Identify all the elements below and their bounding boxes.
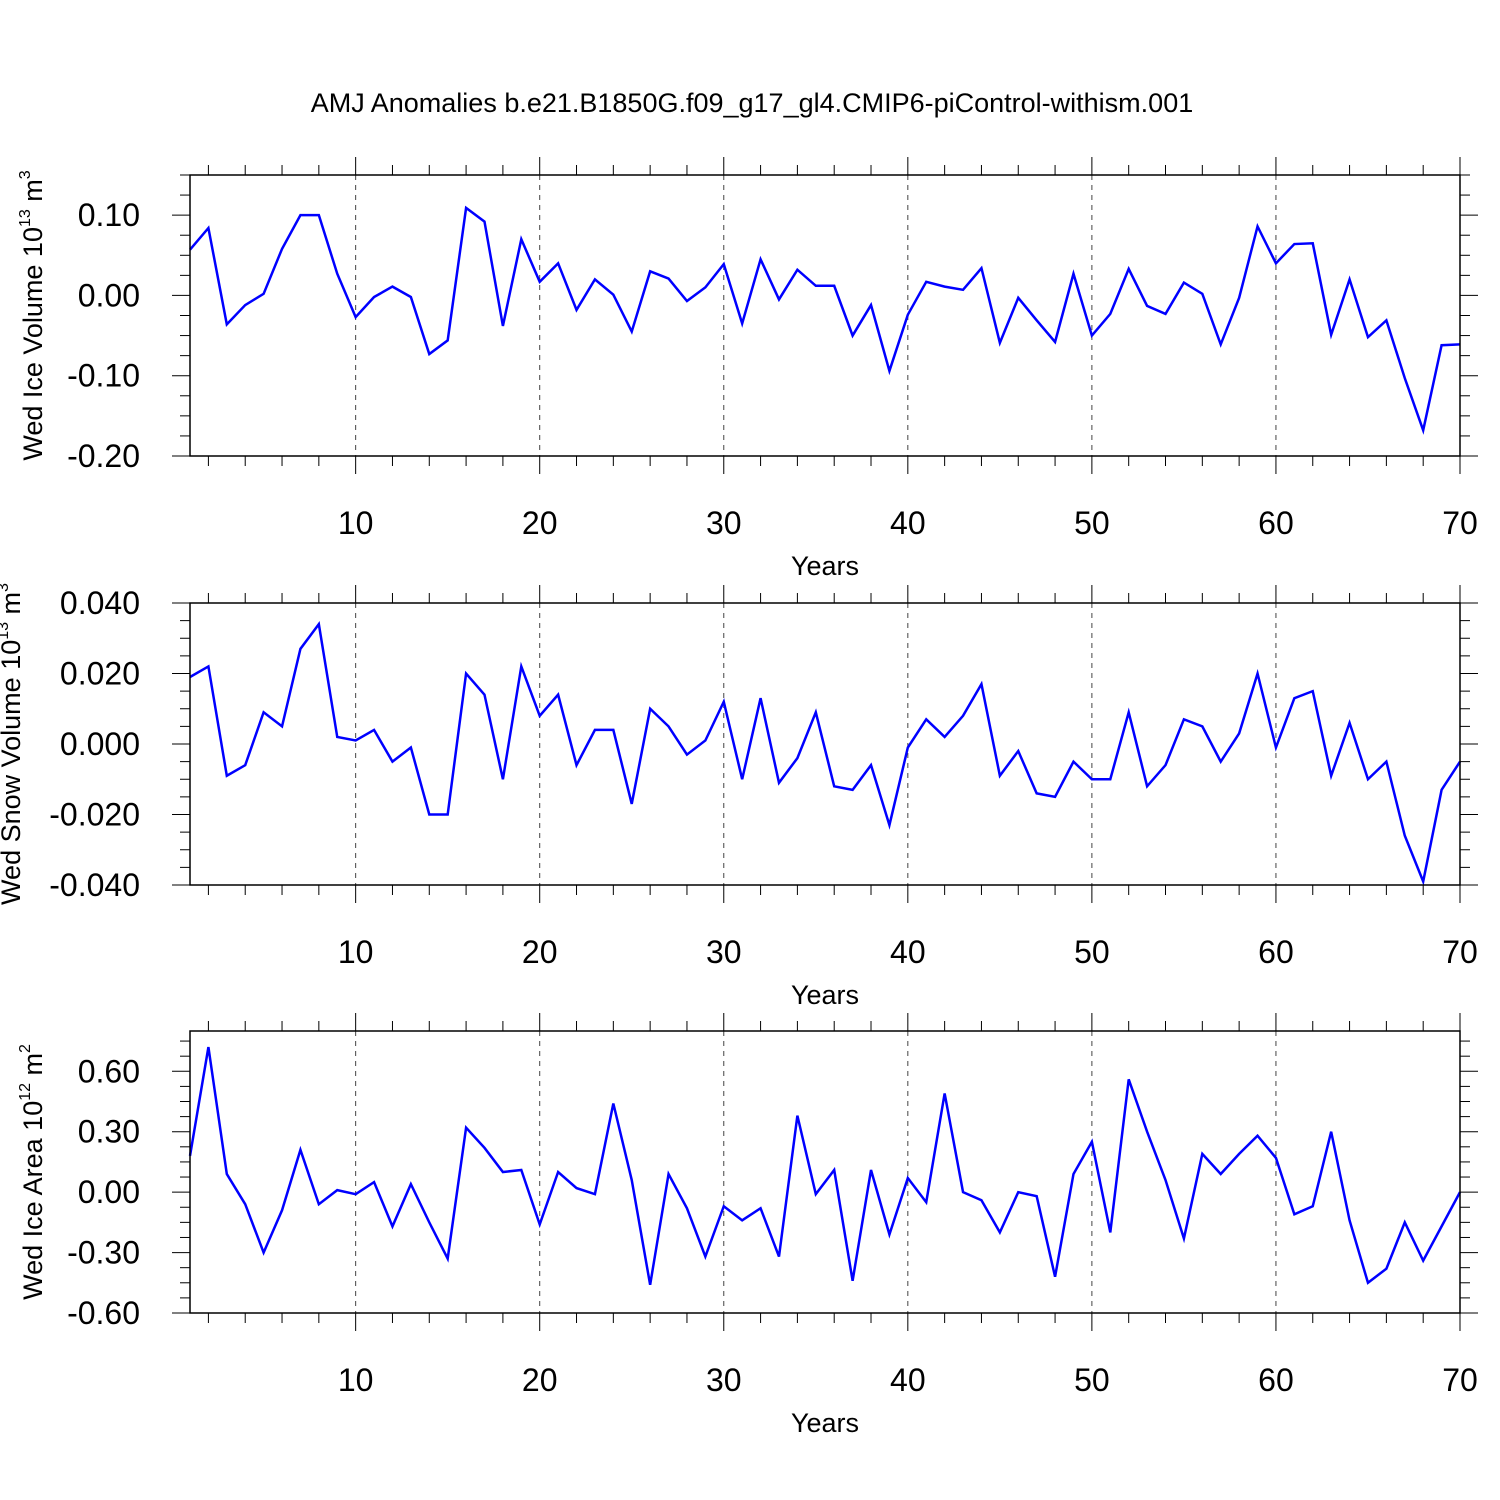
- series-line: [189, 621, 1462, 886]
- y-axis-label-superscript: 2: [17, 1044, 34, 1053]
- y-axis-label-text: Wed Snow Volume 10: [0, 640, 26, 905]
- y-tick-label: -0.20: [67, 438, 140, 474]
- y-axis-label-text: m: [18, 1053, 48, 1083]
- y-axis-label-text: m: [18, 179, 48, 209]
- x-axis-label: Years: [791, 1408, 859, 1438]
- x-tick-label: 10: [338, 505, 374, 541]
- x-tick-label: 60: [1258, 505, 1294, 541]
- x-tick-label: 10: [338, 1362, 374, 1398]
- y-axis-label: Wed Ice Volume 1013 m3: [17, 170, 48, 460]
- y-tick-label: -0.10: [67, 358, 140, 394]
- x-tick-label: 50: [1074, 934, 1110, 970]
- x-axis-label: Years: [791, 551, 859, 581]
- x-tick-label: 20: [522, 934, 558, 970]
- series-line: [189, 205, 1461, 435]
- x-tick-label: 20: [522, 505, 558, 541]
- x-tick-label: 40: [890, 505, 926, 541]
- y-axis-label-superscript: 12: [17, 1083, 34, 1101]
- x-tick-label: 50: [1074, 1362, 1110, 1398]
- y-axis-label-superscript: 13: [0, 622, 12, 640]
- x-tick-label: 40: [890, 934, 926, 970]
- x-tick-label: 70: [1442, 505, 1478, 541]
- y-axis-label-superscript: 3: [17, 170, 34, 179]
- y-tick-label: 0.040: [60, 585, 140, 621]
- x-tick-label: 30: [706, 1362, 742, 1398]
- y-axis-label-superscript: 13: [17, 209, 34, 227]
- x-tick-label: 20: [522, 1362, 558, 1398]
- y-tick-label: 0.60: [78, 1053, 140, 1089]
- x-tick-label: 70: [1442, 1362, 1478, 1398]
- y-axis-label: Wed Ice Area 1012 m2: [17, 1044, 48, 1300]
- y-tick-label: 0.00: [78, 277, 140, 313]
- y-axis-label-text: Wed Ice Area 10: [18, 1101, 48, 1300]
- figure-title: AMJ Anomalies b.e21.B1850G.f09_g17_gl4.C…: [311, 88, 1193, 118]
- y-axis-label-text: Wed Ice Volume 10: [18, 227, 48, 461]
- x-tick-label: 40: [890, 1362, 926, 1398]
- x-tick-label: 60: [1258, 934, 1294, 970]
- x-tick-label: 50: [1074, 505, 1110, 541]
- y-tick-label: -0.60: [67, 1295, 140, 1331]
- y-tick-label: 0.00: [78, 1174, 140, 1210]
- y-tick-label: 0.020: [60, 656, 140, 692]
- y-axis-label-superscript: 3: [0, 583, 12, 592]
- x-tick-label: 60: [1258, 1362, 1294, 1398]
- x-tick-label: 70: [1442, 934, 1478, 970]
- y-tick-label: 0.30: [78, 1114, 140, 1150]
- y-tick-label: 0.10: [78, 197, 140, 233]
- chart-panel-2: 10 20 30 40 50 60 70 Years 0.040 0.020 0.000 -0.020…: [0, 583, 1478, 1010]
- y-axis-label: Wed Snow Volume 1013 m3: [0, 583, 26, 905]
- y-axis-label-text: m: [0, 592, 26, 622]
- y-tick-label: -0.30: [67, 1235, 140, 1271]
- y-tick-label: -0.040: [49, 867, 140, 903]
- plot-frame: [189, 1030, 1461, 1314]
- y-tick-label: 0.000: [60, 726, 140, 762]
- chart-panel-1: 10 20 30 40 50 60 70 Years 0.10 0.00 -0.10 -0.20 Wed…: [17, 157, 1478, 581]
- x-tick-label: 10: [338, 934, 374, 970]
- chart-panels: 10 20 30 40 50 60 70 Years 0.10 0.00 -0.10 -0.20 Wed…: [0, 157, 1478, 1438]
- x-axis-label: Years: [791, 980, 859, 1010]
- x-tick-label: 30: [706, 505, 742, 541]
- chart-panel-3: 10 20 30 40 50 60 70 Years 0.60 0.30 0.00 -0.30 -0.6…: [17, 1013, 1478, 1438]
- series-line: [188, 1046, 1462, 1286]
- x-tick-label: 30: [706, 934, 742, 970]
- y-tick-label: -0.020: [49, 797, 140, 833]
